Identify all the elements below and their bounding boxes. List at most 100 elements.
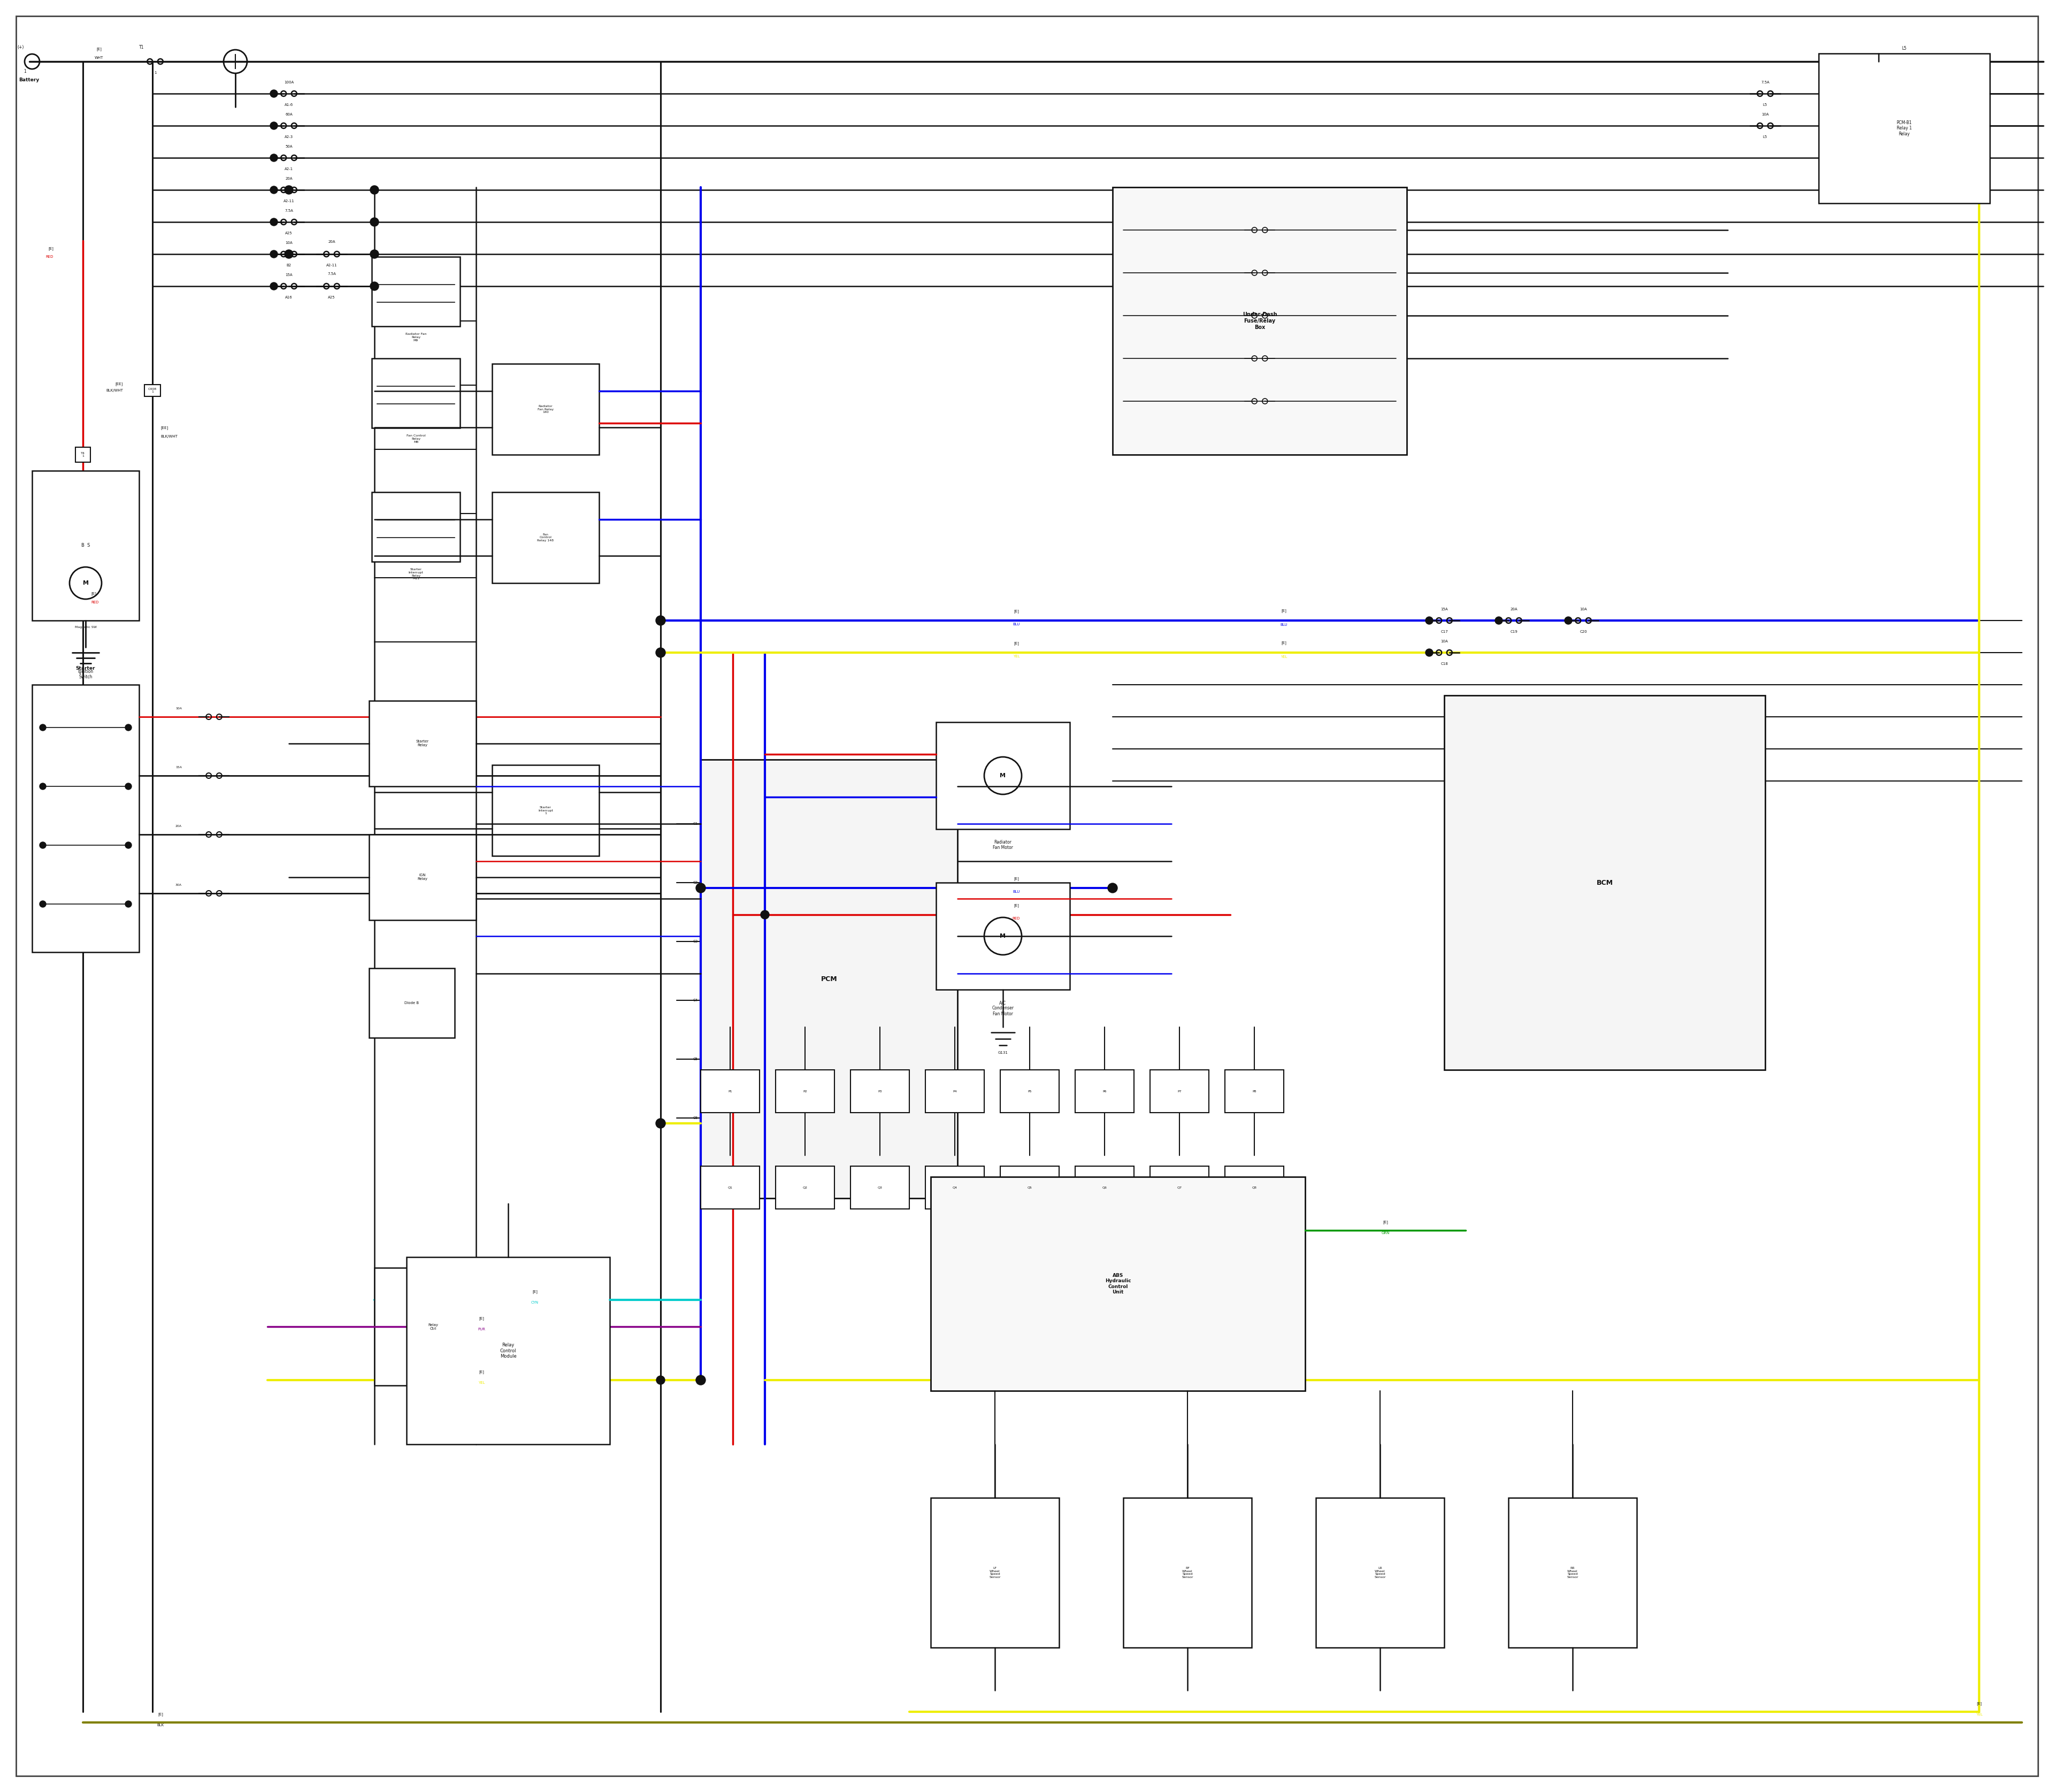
Text: [E]: [E] (1015, 642, 1019, 645)
Bar (1224, 1167, 1284, 1210)
Bar (374, 1267, 493, 1385)
Text: B  S: B S (82, 543, 90, 548)
Text: YEL: YEL (1976, 1713, 1982, 1717)
Text: BLK/WHT: BLK/WHT (107, 389, 123, 392)
Circle shape (271, 90, 277, 97)
Text: Relay
Ctrl: Relay Ctrl (427, 1322, 438, 1330)
Bar (1074, 1070, 1134, 1113)
Text: 20A: 20A (1510, 607, 1518, 611)
Circle shape (1425, 616, 1434, 624)
Text: A16: A16 (286, 296, 292, 299)
Text: C18: C18 (1440, 663, 1448, 665)
Text: G131: G131 (998, 1052, 1009, 1054)
Text: P3: P3 (877, 1090, 881, 1093)
Bar (1124, 1498, 1251, 1647)
Text: Relay
Control
Module: Relay Control Module (499, 1342, 516, 1358)
Bar (850, 1167, 910, 1210)
Circle shape (125, 901, 131, 907)
Text: Q7: Q7 (1177, 1186, 1181, 1188)
Bar (700, 1167, 760, 1210)
Text: LR
Wheel
Speed
Sensor: LR Wheel Speed Sensor (1374, 1566, 1386, 1579)
Text: [E]: [E] (97, 47, 101, 50)
Bar (1317, 1498, 1444, 1647)
Circle shape (655, 616, 665, 625)
Text: A/C
Condenser
Fan Motor: A/C Condenser Fan Motor (992, 1000, 1015, 1016)
Text: P2: P2 (803, 1090, 807, 1093)
Text: Ignition
Switch: Ignition Switch (78, 668, 92, 679)
Circle shape (370, 249, 378, 258)
Circle shape (370, 186, 378, 194)
Circle shape (125, 783, 131, 790)
Text: C20: C20 (1580, 631, 1588, 633)
Bar (1224, 1070, 1284, 1113)
Text: C2: C2 (692, 882, 698, 883)
Text: Q5: Q5 (1027, 1186, 1031, 1188)
Text: Q4: Q4 (953, 1186, 957, 1188)
Text: L5: L5 (1762, 136, 1766, 138)
Circle shape (760, 910, 768, 919)
Bar (700, 1070, 760, 1113)
Circle shape (696, 883, 705, 892)
Text: 10A: 10A (1440, 640, 1448, 643)
Text: P6: P6 (1103, 1090, 1107, 1093)
Text: YEL: YEL (1013, 654, 1019, 658)
Text: [E]: [E] (479, 1371, 485, 1374)
Circle shape (271, 219, 277, 226)
Text: Radiator
Fan Relay
140: Radiator Fan Relay 140 (538, 405, 555, 414)
Bar (776, 1070, 834, 1113)
Circle shape (1495, 616, 1504, 624)
Text: RED: RED (1013, 918, 1021, 919)
Text: GRN: GRN (1380, 1231, 1389, 1235)
Circle shape (657, 1118, 665, 1127)
Text: P7: P7 (1177, 1090, 1181, 1093)
Text: 1: 1 (23, 70, 27, 73)
Bar (144, 385, 160, 396)
Text: 10A: 10A (1762, 113, 1768, 116)
Bar (370, 701, 477, 787)
Text: T4
1: T4 1 (80, 452, 84, 457)
Text: 15A: 15A (1440, 607, 1448, 611)
Text: RED: RED (45, 254, 53, 258)
Bar (493, 765, 600, 857)
Text: 10A: 10A (286, 242, 292, 244)
Text: 50A: 50A (286, 145, 292, 149)
Circle shape (657, 649, 665, 658)
Bar (1150, 1167, 1210, 1210)
Bar (926, 1070, 984, 1113)
Bar (1150, 1070, 1210, 1113)
Text: Q8: Q8 (1253, 1186, 1257, 1188)
Text: PUR: PUR (479, 1328, 485, 1331)
Circle shape (125, 724, 131, 731)
Circle shape (655, 647, 665, 658)
Circle shape (286, 249, 294, 258)
Text: ABS
Hydraulic
Control
Unit: ABS Hydraulic Control Unit (1105, 1272, 1132, 1294)
Circle shape (657, 1376, 665, 1385)
Text: [E]: [E] (1282, 609, 1286, 613)
Text: BLU: BLU (1280, 624, 1288, 627)
Text: Radiator
Fan Motor: Radiator Fan Motor (992, 840, 1013, 849)
Text: BLK: BLK (156, 1724, 164, 1727)
Text: Q2: Q2 (803, 1186, 807, 1188)
Circle shape (1107, 883, 1117, 892)
Bar (372, 493, 460, 561)
Bar (407, 1256, 610, 1444)
Text: C1: C1 (692, 823, 698, 826)
Bar (493, 364, 600, 455)
Circle shape (271, 186, 277, 194)
Bar (370, 835, 477, 919)
Text: 20A: 20A (329, 240, 335, 244)
Text: [E]: [E] (1015, 903, 1019, 907)
Text: BLK/WHT: BLK/WHT (160, 435, 177, 437)
Text: T1: T1 (140, 45, 144, 50)
Text: M: M (1000, 772, 1006, 778)
Text: P5: P5 (1027, 1090, 1031, 1093)
Bar (937, 883, 1070, 989)
Text: 20A: 20A (175, 824, 183, 828)
Text: A1-6: A1-6 (286, 104, 294, 106)
Text: [E]: [E] (1015, 876, 1019, 880)
Circle shape (39, 724, 45, 731)
Text: L5: L5 (1902, 47, 1906, 50)
Bar (33, 685, 140, 952)
Text: YEL: YEL (1280, 656, 1288, 658)
Text: P1: P1 (727, 1090, 731, 1093)
